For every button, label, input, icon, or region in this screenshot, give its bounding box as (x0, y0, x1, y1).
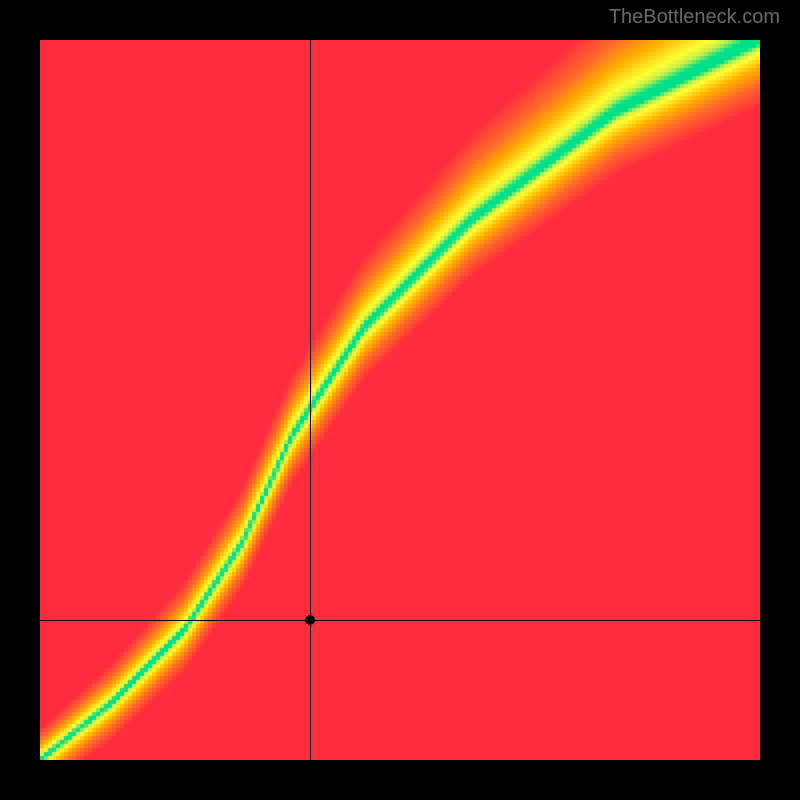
bottleneck-heatmap (40, 40, 760, 760)
crosshair-vertical (310, 40, 311, 760)
heatmap-canvas (40, 40, 760, 760)
crosshair-marker (305, 615, 315, 625)
crosshair-horizontal (40, 620, 760, 621)
watermark-text: TheBottleneck.com (609, 6, 780, 29)
